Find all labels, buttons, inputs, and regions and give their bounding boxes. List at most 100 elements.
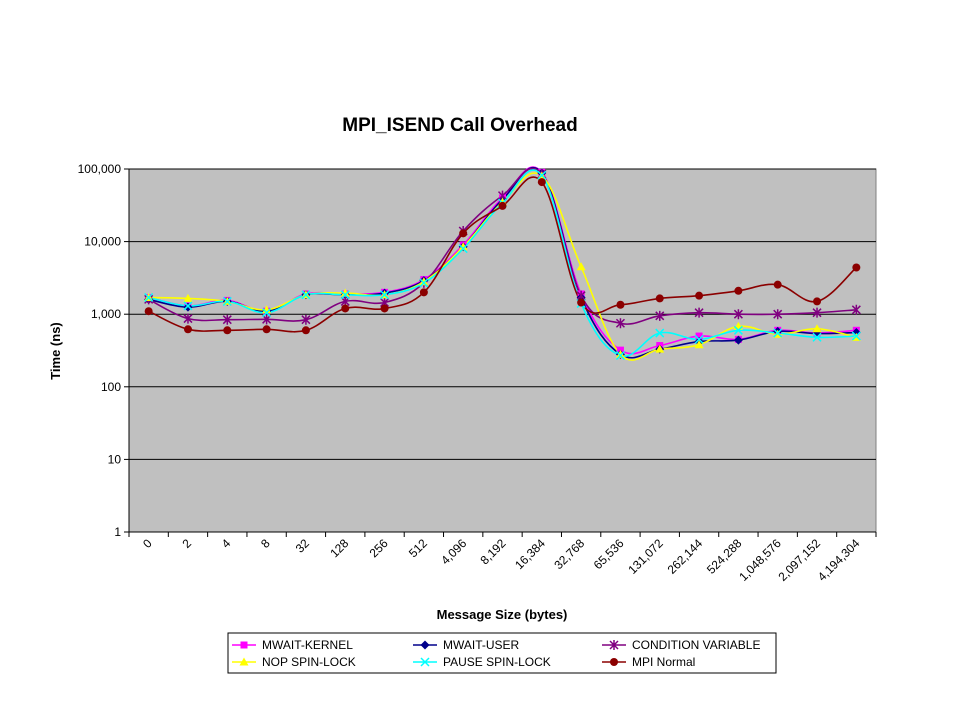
y-tick-label: 1,000 xyxy=(91,307,121,321)
data-point-mpi-normal xyxy=(419,288,428,297)
data-point-condition-variable xyxy=(694,307,704,318)
data-point-mpi-normal xyxy=(459,229,468,238)
data-point-nop-spin-lock xyxy=(458,242,468,251)
x-tick-label: 4,096 xyxy=(438,536,469,567)
data-point-mpi-normal xyxy=(852,263,861,272)
data-point-pause-spin-lock xyxy=(694,334,704,344)
data-point-condition-variable xyxy=(262,314,272,325)
data-point-mwait-user xyxy=(183,302,193,312)
legend-marker xyxy=(609,640,619,650)
data-point-pause-spin-lock xyxy=(851,331,861,341)
data-point-mpi-normal xyxy=(380,304,389,313)
x-tick-label: 32,768 xyxy=(551,536,587,572)
data-point-pause-spin-lock xyxy=(773,328,783,338)
chart-title: MPI_ISEND Call Overhead xyxy=(342,115,577,136)
data-point-nop-spin-lock xyxy=(340,288,350,297)
legend-item-mpi-normal: MPI Normal xyxy=(602,655,695,669)
data-point-pause-spin-lock xyxy=(458,244,468,254)
legend: MWAIT-KERNEL MWAIT-USER CONDITION VARIABLE… xyxy=(232,638,760,669)
data-point-pause-spin-lock xyxy=(655,328,665,338)
data-point-mwait-kernel xyxy=(695,332,703,340)
y-axis-ticks: 1 10 100 1,000 10,000 100,000 xyxy=(78,162,130,539)
legend-marker xyxy=(420,640,430,650)
data-point-mpi-normal xyxy=(498,201,507,210)
data-point-pause-spin-lock xyxy=(733,325,743,335)
legend-marker xyxy=(420,657,430,667)
data-point-nop-spin-lock xyxy=(812,324,822,333)
y-tick-label: 1 xyxy=(114,525,121,539)
data-point-mpi-normal xyxy=(341,304,350,313)
data-point-condition-variable xyxy=(851,304,861,315)
data-point-pause-spin-lock xyxy=(340,290,350,300)
legend-item-nop-spin-lock: NOP SPIN-LOCK xyxy=(232,655,356,669)
data-point-pause-spin-lock xyxy=(380,290,390,300)
x-tick-label: 32 xyxy=(293,536,313,556)
x-tick-label: 128 xyxy=(327,536,351,560)
x-tick-label: 8,192 xyxy=(477,536,508,567)
legend-label: NOP SPIN-LOCK xyxy=(262,655,356,669)
data-point-pause-spin-lock xyxy=(615,350,625,361)
data-point-nop-spin-lock xyxy=(694,340,704,349)
y-tick-label: 100 xyxy=(101,380,121,394)
data-point-mpi-normal xyxy=(537,178,546,187)
x-tick-label: 512 xyxy=(406,536,430,560)
data-point-mpi-normal xyxy=(144,307,153,316)
data-point-nop-spin-lock xyxy=(655,344,665,353)
data-point-nop-spin-lock xyxy=(183,293,193,302)
data-point-pause-spin-lock xyxy=(144,292,154,302)
x-tick-label: 16,384 xyxy=(512,536,548,572)
data-point-condition-variable xyxy=(733,309,743,320)
data-point-condition-variable xyxy=(183,313,193,324)
y-tick-label: 10 xyxy=(108,452,122,466)
data-point-pause-spin-lock xyxy=(222,296,232,306)
series-markers xyxy=(144,168,861,361)
data-point-nop-spin-lock xyxy=(419,277,429,286)
legend-label: PAUSE SPIN-LOCK xyxy=(443,655,551,669)
legend-marker xyxy=(240,641,248,649)
x-tick-label: 262,144 xyxy=(665,536,706,577)
data-point-pause-spin-lock xyxy=(537,170,547,180)
y-tick-label: 10,000 xyxy=(84,235,121,249)
data-point-pause-spin-lock xyxy=(301,290,311,300)
legend-box xyxy=(227,632,777,674)
legend-label: MWAIT-USER xyxy=(443,638,520,652)
x-tick-label: 131,072 xyxy=(625,536,666,577)
y-axis-title: Time (ns) xyxy=(48,322,63,380)
legend-label: MPI Normal xyxy=(632,655,695,669)
x-tick-label: 0 xyxy=(140,536,155,551)
data-point-mpi-normal xyxy=(262,325,271,334)
data-point-condition-variable xyxy=(222,314,232,325)
data-point-mpi-normal xyxy=(183,325,192,334)
x-axis-title: Message Size (bytes) xyxy=(437,607,568,622)
data-point-mpi-normal xyxy=(577,298,586,307)
data-point-nop-spin-lock xyxy=(615,349,625,358)
legend-item-condition-variable: CONDITION VARIABLE xyxy=(602,638,760,652)
data-point-mpi-normal xyxy=(223,326,232,335)
data-point-condition-variable xyxy=(615,318,625,329)
data-point-condition-variable xyxy=(773,309,783,320)
legend-item-mwait-kernel: MWAIT-KERNEL xyxy=(232,638,353,652)
data-point-pause-spin-lock xyxy=(183,301,193,311)
plot-area xyxy=(128,168,877,533)
legend-item-pause-spin-lock: PAUSE SPIN-LOCK xyxy=(413,655,551,669)
legend-marker xyxy=(239,657,249,666)
x-tick-label: 65,536 xyxy=(591,536,627,572)
legend-item-mwait-user: MWAIT-USER xyxy=(413,638,520,652)
data-point-condition-variable xyxy=(812,307,822,318)
x-tick-label: 8 xyxy=(258,536,273,551)
x-tick-label: 2 xyxy=(179,536,194,551)
legend-marker xyxy=(610,658,618,666)
x-tick-label: 4 xyxy=(219,536,234,551)
x-tick-label: 256 xyxy=(367,536,391,560)
data-point-mpi-normal xyxy=(655,294,664,303)
data-point-condition-variable xyxy=(655,310,665,321)
x-tick-label: 4,194,304 xyxy=(815,536,863,584)
data-point-pause-spin-lock xyxy=(812,332,822,342)
data-point-nop-spin-lock xyxy=(576,262,586,271)
data-point-condition-variable xyxy=(301,314,311,325)
data-point-mpi-normal xyxy=(695,291,704,300)
legend-label: CONDITION VARIABLE xyxy=(632,638,760,652)
data-point-mpi-normal xyxy=(734,286,743,295)
data-point-mpi-normal xyxy=(773,280,782,289)
data-point-mpi-normal xyxy=(301,326,310,335)
